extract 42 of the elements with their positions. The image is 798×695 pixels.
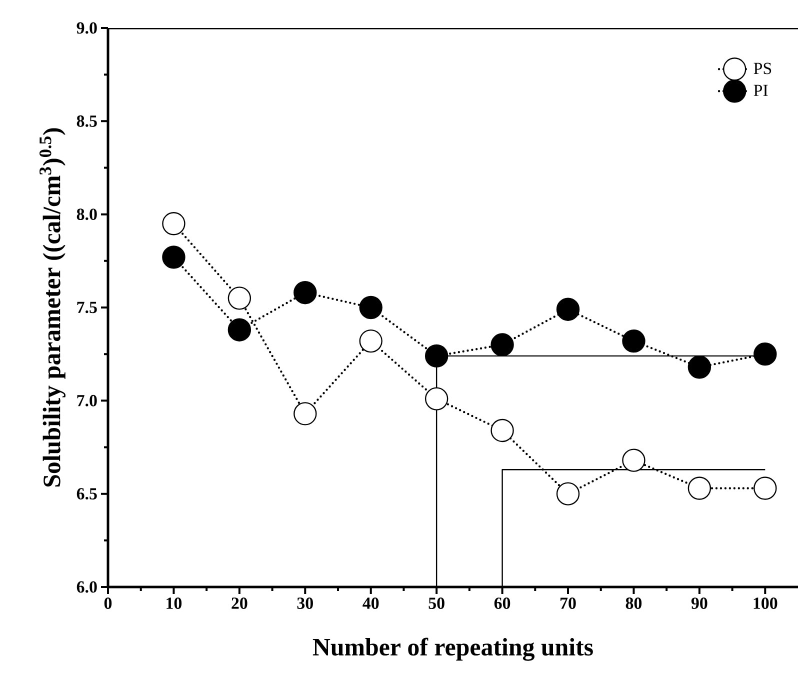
y-tick-label: 8.0 xyxy=(76,208,97,220)
point xyxy=(754,342,777,366)
point xyxy=(424,387,448,410)
x-tick-label: 60 xyxy=(494,598,510,609)
legend-label: PI xyxy=(754,84,768,96)
y-tick-label: 8.5 xyxy=(76,115,97,127)
point xyxy=(490,418,514,442)
y-tick-label: 9.0 xyxy=(76,22,97,34)
y-axis-title: Solubility parameter ((cal/cm$^{3}$)$^{0.5}$) xyxy=(40,128,66,487)
x-tick-label: 10 xyxy=(166,598,182,609)
legend-label: PS xyxy=(754,62,772,74)
x-tick-label: 30 xyxy=(297,598,313,609)
point xyxy=(294,280,317,304)
point xyxy=(424,344,448,368)
point xyxy=(622,448,646,472)
y-tick-label: 6.0 xyxy=(76,581,97,593)
point xyxy=(228,286,252,310)
x-tick-label: 100 xyxy=(754,598,778,609)
point xyxy=(228,318,252,342)
x-tick-label: 40 xyxy=(362,598,379,609)
x-axis-title: Number of repeating units xyxy=(312,638,593,661)
x-tick-label: 90 xyxy=(691,598,708,609)
y-tick-label: 7.0 xyxy=(77,394,97,406)
point xyxy=(359,329,382,353)
x-tick-label: 80 xyxy=(626,598,642,609)
point xyxy=(359,296,382,320)
point xyxy=(294,402,317,426)
x-tick-label: 50 xyxy=(428,598,444,609)
x-tick-label: 70 xyxy=(560,598,576,609)
x-tick-label: 0 xyxy=(104,598,112,609)
point xyxy=(556,298,580,321)
point xyxy=(688,476,712,500)
point xyxy=(688,356,712,379)
point xyxy=(556,482,580,506)
x-tick-label: 20 xyxy=(232,598,248,609)
y-tick-label: 7.5 xyxy=(77,302,97,314)
point xyxy=(490,333,514,356)
point xyxy=(754,476,777,500)
point xyxy=(162,246,186,269)
point xyxy=(162,212,186,236)
y-tick-label: 6.5 xyxy=(76,488,97,500)
point xyxy=(622,329,646,353)
